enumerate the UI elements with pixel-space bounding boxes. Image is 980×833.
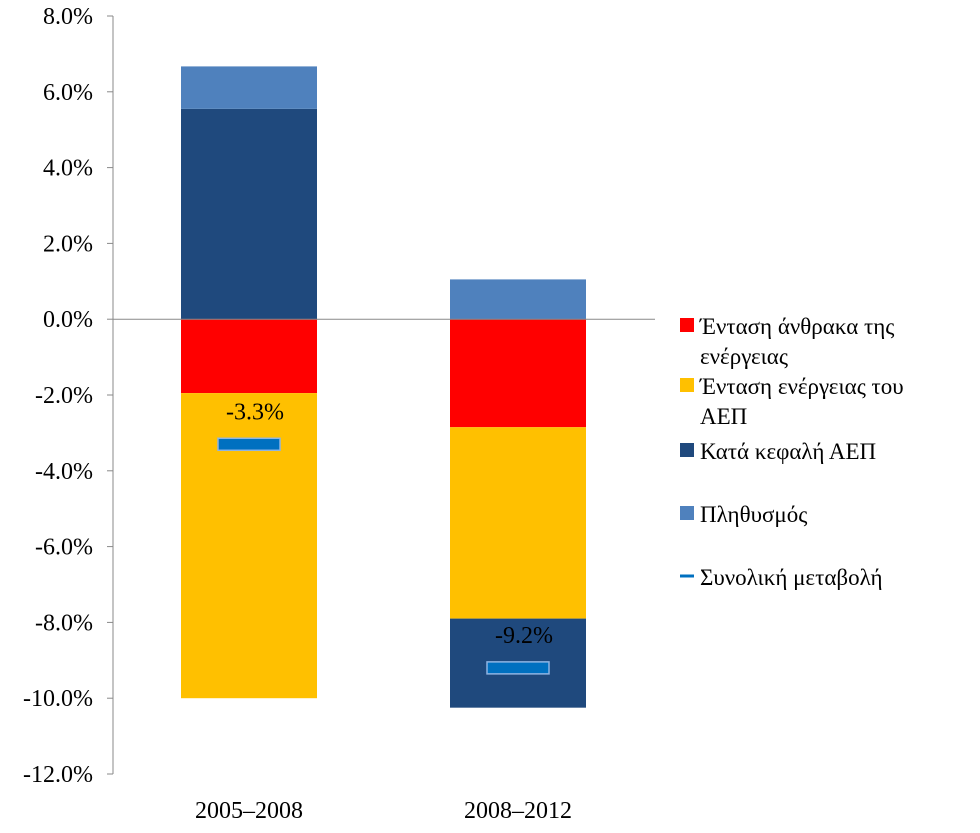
bar-segment	[181, 319, 317, 394]
bar-segment	[450, 319, 586, 428]
legend-swatch	[680, 378, 694, 392]
y-tick-label: 4.0%	[43, 156, 93, 182]
total-change-marker	[486, 661, 550, 675]
y-tick-label: -8.0%	[35, 610, 93, 636]
y-tick-label: 8.0%	[43, 4, 93, 30]
bar-segment	[450, 279, 586, 320]
y-tick-label: -2.0%	[35, 383, 93, 409]
legend-label: Κατά κεφαλή ΑΕΠ	[700, 439, 876, 464]
y-tick-label: 2.0%	[43, 231, 93, 257]
y-tick-label: 0.0%	[43, 307, 93, 333]
y-tick-label: -4.0%	[35, 459, 93, 485]
x-category-label: 2005–2008	[195, 798, 303, 824]
y-tick-label: 6.0%	[43, 80, 93, 106]
legend-swatch	[680, 318, 694, 332]
y-tick-label: -12.0%	[23, 762, 93, 788]
legend-label: Πληθυσμός	[700, 502, 807, 527]
legend-label: Ένταση άνθρακα της	[699, 314, 894, 339]
legend-swatch	[680, 443, 694, 457]
legend-label: ενέργειας	[700, 344, 788, 369]
total-change-label: -9.2%	[495, 623, 553, 649]
y-tick-label: -10.0%	[23, 686, 93, 712]
bar-segment	[181, 66, 317, 109]
axis-layer: 8.0% 6.0% 4.0% 2.0% 0.0% -2.0% -4.0% -6.0% -8.0%…	[23, 4, 572, 824]
legend-label: Ένταση ενέργειας του	[699, 374, 904, 399]
bar-segment	[181, 108, 317, 320]
x-category-label: 2008–2012	[464, 798, 572, 824]
bar-layer	[181, 66, 586, 708]
legend: Ένταση άνθρακα της ενέργειας Ένταση ενέργε…	[680, 314, 904, 590]
total-change-marker	[217, 437, 281, 452]
legend-label: Συνολική μεταβολή	[700, 565, 883, 590]
legend-swatch	[680, 506, 694, 520]
bar-segment	[450, 427, 586, 619]
total-layer: -3.3% -9.2%	[217, 399, 553, 675]
total-change-label: -3.3%	[226, 399, 284, 425]
legend-label: ΑΕΠ	[700, 404, 747, 429]
y-tick-label: -6.0%	[35, 535, 93, 561]
